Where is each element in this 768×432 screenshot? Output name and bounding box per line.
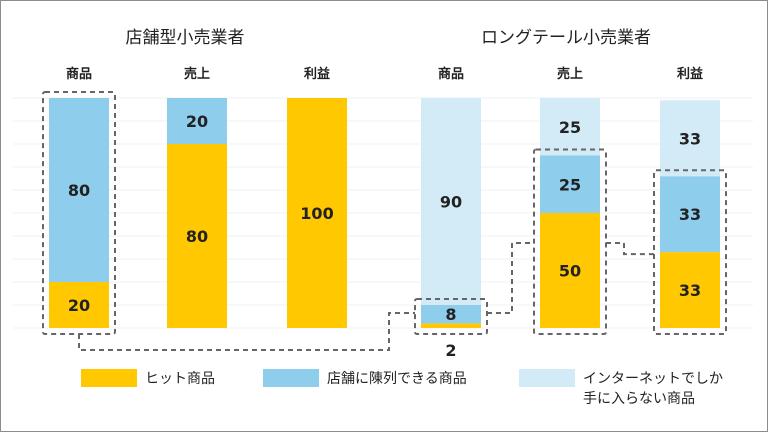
value-label: 50 <box>559 262 581 281</box>
gridlines <box>13 97 753 329</box>
value-label: 33 <box>679 205 701 224</box>
bar-longtail-1-internet <box>540 98 600 156</box>
value-label: 80 <box>186 227 208 246</box>
bar-longtail-2-store <box>660 176 720 253</box>
legend-label-hit: ヒット商品 <box>145 371 215 387</box>
legend-swatch-hit <box>81 369 137 387</box>
value-label: 25 <box>559 118 581 137</box>
value-label: 8 <box>445 305 456 324</box>
value-label: 2 <box>445 341 456 360</box>
connector-1 <box>78 312 415 351</box>
category-label-longtail-sales: 売上 <box>557 66 583 82</box>
bar-longtail-2-hit <box>660 252 720 328</box>
connector-2 <box>487 242 534 314</box>
bar-store-0-hit <box>49 282 109 328</box>
legend: ヒット商品 店舗に陳列できる商品 インターネットでしか 手に入らない商品 <box>81 369 723 407</box>
value-label: 90 <box>440 193 462 212</box>
connector-3 <box>606 242 654 256</box>
legend-swatch-internet <box>519 369 575 387</box>
dashed-box-longtail-goods <box>414 298 488 335</box>
category-label-store-sales: 売上 <box>184 66 210 82</box>
bar-store-2-hit <box>287 98 347 328</box>
value-label: 25 <box>559 175 581 194</box>
dashed-connectors <box>42 91 727 351</box>
category-label-store-profit: 利益 <box>304 66 330 82</box>
legend-swatch-store <box>263 369 319 387</box>
legend-label-internet-line1: インターネットでしか <box>583 371 723 387</box>
chart-title-longtail: ロングテール小売業者 <box>481 28 651 48</box>
category-label-longtail-profit: 利益 <box>677 66 703 82</box>
value-label: 33 <box>679 129 701 148</box>
value-label: 80 <box>68 181 90 200</box>
bar-longtail-0-internet <box>421 98 481 305</box>
value-label: 20 <box>186 112 208 131</box>
bars: 20 80 80 20 100 2 8 90 50 25 25 33 33 33 <box>49 98 720 360</box>
value-label: 100 <box>300 204 333 223</box>
bar-longtail-0-store <box>421 305 481 324</box>
bar-longtail-2-internet <box>660 100 720 177</box>
value-label: 20 <box>68 296 90 315</box>
value-label: 33 <box>679 281 701 300</box>
bar-store-1-hit <box>167 144 227 328</box>
bar-longtail-0-hit <box>421 323 481 328</box>
category-label-store-goods: 商品 <box>66 66 92 82</box>
legend-label-store: 店舗に陳列できる商品 <box>327 371 467 387</box>
category-label-longtail-goods: 商品 <box>438 66 464 82</box>
bar-longtail-1-store <box>540 155 600 213</box>
dashed-box-longtail-sales <box>533 148 607 335</box>
bar-store-1-store <box>167 98 227 144</box>
bar-longtail-1-hit <box>540 213 600 328</box>
bar-store-0-store <box>49 98 109 282</box>
chart-title-store: 店舗型小売業者 <box>126 28 245 48</box>
legend-label-internet-line2: 手に入らない商品 <box>583 391 695 407</box>
